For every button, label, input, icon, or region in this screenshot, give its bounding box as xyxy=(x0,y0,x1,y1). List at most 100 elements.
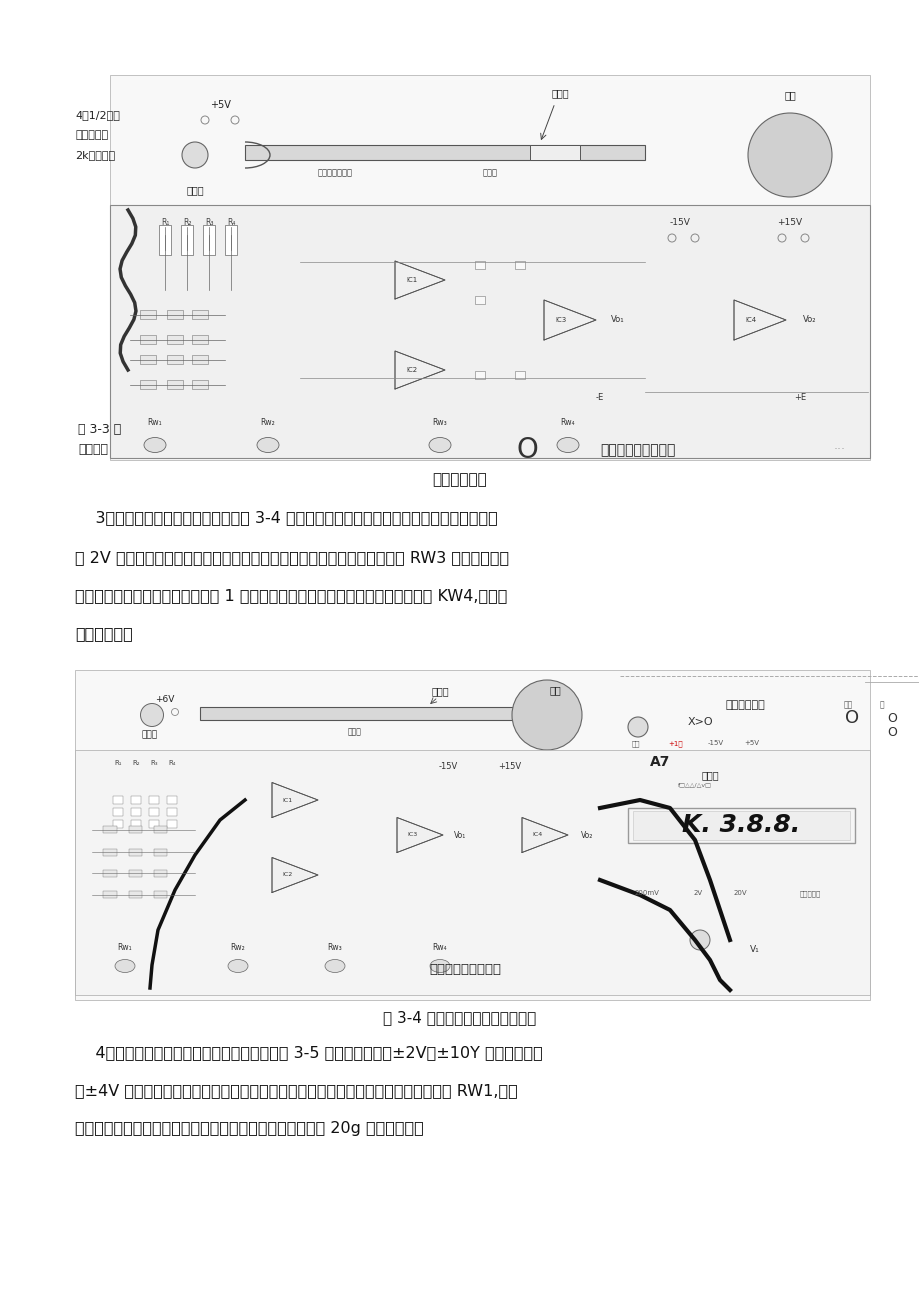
Ellipse shape xyxy=(144,437,165,453)
Text: 的阻值示意图: 的阻值示意图 xyxy=(432,472,487,488)
Bar xyxy=(474,297,484,304)
Bar xyxy=(130,796,141,804)
Bar xyxy=(515,371,525,379)
Text: R₂: R₂ xyxy=(183,219,191,226)
Polygon shape xyxy=(397,817,443,852)
Text: 3、模板中的差动放大器调零：按图 3-4 示意接线，将主机箱上的电压表量程切换开关切换: 3、模板中的差动放大器调零：按图 3-4 示意接线，将主机箱上的电压表量程切换开… xyxy=(75,510,497,526)
Bar xyxy=(140,355,156,364)
Text: X>O: X>O xyxy=(686,717,712,727)
Ellipse shape xyxy=(556,437,578,453)
Text: Rw₃: Rw₃ xyxy=(432,418,447,427)
Text: 量应变片: 量应变片 xyxy=(78,444,108,457)
Bar xyxy=(130,808,141,816)
Bar xyxy=(167,310,183,319)
Text: Vo₁: Vo₁ xyxy=(610,316,624,324)
Text: IC2: IC2 xyxy=(282,873,292,877)
Bar xyxy=(103,869,117,877)
Text: R₄: R₄ xyxy=(227,219,235,226)
Bar xyxy=(167,334,183,343)
Text: 到 2V 档，检查接线无误后合上主机箱电源开关；调节放大器的增益电位器 RW3 合适位置（先: 到 2V 档，检查接线无误后合上主机箱电源开关；调节放大器的增益电位器 RW3 … xyxy=(75,550,508,565)
Text: -15V: -15V xyxy=(437,762,457,771)
Ellipse shape xyxy=(428,437,450,453)
Text: 托盘: 托盘 xyxy=(783,90,795,100)
Text: O: O xyxy=(886,712,896,725)
Bar xyxy=(167,808,176,816)
Text: 20V: 20V xyxy=(732,890,746,896)
Text: Vo₂: Vo₂ xyxy=(580,830,593,839)
Bar xyxy=(628,808,854,843)
Text: 4（1/2）位: 4（1/2）位 xyxy=(75,111,119,120)
Bar xyxy=(167,380,183,389)
Bar xyxy=(632,811,849,840)
Text: 电压表: 电压表 xyxy=(700,770,718,781)
Text: IC1: IC1 xyxy=(282,798,292,803)
Ellipse shape xyxy=(228,960,248,973)
Text: 加热器: 加热器 xyxy=(482,168,497,177)
Bar xyxy=(167,355,183,364)
Circle shape xyxy=(512,680,582,749)
Bar xyxy=(203,225,215,255)
Text: IC2: IC2 xyxy=(405,367,417,373)
Polygon shape xyxy=(272,782,318,817)
Polygon shape xyxy=(272,857,318,892)
Bar xyxy=(113,820,123,827)
Bar xyxy=(103,826,117,834)
Text: Rw₁: Rw₁ xyxy=(118,943,132,952)
Text: R₃: R₃ xyxy=(150,760,157,766)
Circle shape xyxy=(747,113,831,196)
Text: 加热器: 加热器 xyxy=(347,727,361,736)
Bar xyxy=(130,820,141,827)
Polygon shape xyxy=(394,262,445,299)
Text: K. 3.8.8.: K. 3.8.8. xyxy=(682,813,800,838)
Text: IC3: IC3 xyxy=(407,833,417,838)
Bar xyxy=(110,75,869,461)
Text: 应变传感器实验模板: 应变传感器实验模板 xyxy=(428,964,501,977)
Text: 振动梁应变插座: 振动梁应变插座 xyxy=(317,168,352,177)
Bar xyxy=(113,796,123,804)
Bar xyxy=(153,869,166,877)
Bar xyxy=(140,310,156,319)
Text: 表显示为零。: 表显示为零。 xyxy=(75,626,132,641)
Bar xyxy=(192,380,208,389)
Text: 2V: 2V xyxy=(693,890,702,896)
Text: 4、应变片全桥电路：关闭主机箱电源，按图 3-5 示意图接线，将±2V～±10Y 可调电源调节: 4、应变片全桥电路：关闭主机箱电源，按图 3-5 示意图接线，将±2V～±10Y… xyxy=(75,1045,542,1060)
Text: O: O xyxy=(886,726,896,739)
Text: R₂: R₂ xyxy=(132,760,140,766)
Text: V₁: V₁ xyxy=(749,946,759,955)
Ellipse shape xyxy=(256,437,278,453)
Text: -15V: -15V xyxy=(707,740,723,745)
Text: R₁: R₁ xyxy=(114,760,121,766)
Text: R₁: R₁ xyxy=(161,219,169,226)
Text: +6V: +6V xyxy=(155,695,175,704)
Text: 图 3-3 测: 图 3-3 测 xyxy=(78,424,121,437)
Text: Rw₁: Rw₁ xyxy=(148,418,162,427)
Bar xyxy=(113,808,123,816)
Bar xyxy=(474,371,484,379)
Bar xyxy=(167,820,176,827)
Text: 200mV: 200mV xyxy=(634,890,659,896)
Bar xyxy=(129,848,142,856)
Text: 图 3-4 差动放在器调零接线示意图: 图 3-4 差动放在器调零接线示意图 xyxy=(383,1011,536,1025)
Text: +E: +E xyxy=(793,393,805,402)
Text: R₃: R₃ xyxy=(205,219,213,226)
Text: Rw₂: Rw₂ xyxy=(231,943,245,952)
Ellipse shape xyxy=(115,960,135,973)
Text: O: O xyxy=(516,436,538,464)
Bar xyxy=(199,706,560,719)
Bar xyxy=(529,144,579,160)
Polygon shape xyxy=(733,301,785,340)
Text: 应变片: 应变片 xyxy=(431,686,448,696)
Bar xyxy=(192,334,208,343)
Text: Rw₂: Rw₂ xyxy=(260,418,275,427)
Bar xyxy=(103,891,117,899)
Text: +15V: +15V xyxy=(498,762,521,771)
Text: Vo₂: Vo₂ xyxy=(802,316,816,324)
Text: 2k档测阻值: 2k档测阻值 xyxy=(75,150,115,160)
Bar xyxy=(140,380,156,389)
Text: 量程换开关: 量程换开关 xyxy=(799,890,820,896)
Bar xyxy=(153,891,166,899)
Bar xyxy=(159,225,171,255)
Bar xyxy=(192,355,208,364)
Text: Rw₄: Rw₄ xyxy=(432,943,447,952)
Bar xyxy=(149,796,159,804)
